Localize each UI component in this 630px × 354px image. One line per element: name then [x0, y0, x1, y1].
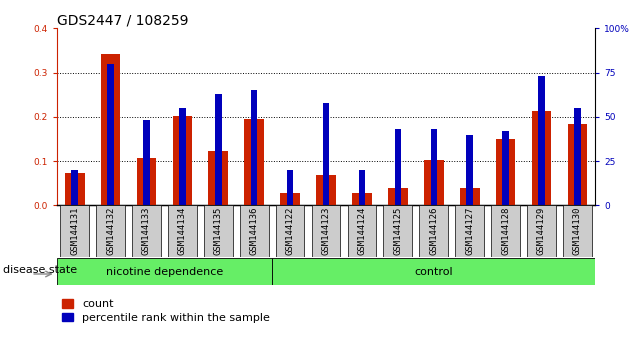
Bar	[209, 152, 228, 205]
Text: GSM144132: GSM144132	[106, 207, 115, 255]
Text: GSM144123: GSM144123	[321, 207, 331, 255]
Bar	[287, 170, 294, 205]
Bar	[430, 129, 437, 205]
Bar	[244, 119, 264, 205]
Legend: count, percentile rank within the sample: count, percentile rank within the sample	[62, 299, 270, 323]
Bar	[137, 158, 156, 205]
Text: GSM144131: GSM144131	[70, 207, 79, 255]
Text: GSM144136: GSM144136	[249, 207, 259, 255]
Bar	[215, 94, 222, 205]
Text: GSM144135: GSM144135	[214, 207, 223, 255]
FancyBboxPatch shape	[455, 205, 484, 257]
FancyBboxPatch shape	[204, 205, 232, 257]
Bar	[179, 108, 186, 205]
Bar	[394, 129, 401, 205]
FancyBboxPatch shape	[563, 205, 592, 257]
Bar	[538, 76, 545, 205]
Text: GDS2447 / 108259: GDS2447 / 108259	[57, 13, 188, 27]
FancyBboxPatch shape	[96, 205, 125, 257]
Bar	[101, 53, 120, 205]
FancyBboxPatch shape	[420, 205, 448, 257]
Bar	[71, 170, 78, 205]
Bar	[352, 193, 372, 205]
Bar	[388, 188, 408, 205]
Bar	[574, 108, 581, 205]
Bar	[251, 90, 258, 205]
Text: GSM144129: GSM144129	[537, 207, 546, 255]
Bar	[496, 139, 515, 205]
FancyBboxPatch shape	[384, 205, 412, 257]
FancyBboxPatch shape	[491, 205, 520, 257]
Bar	[173, 116, 192, 205]
FancyBboxPatch shape	[276, 205, 304, 257]
Bar	[460, 188, 479, 205]
Text: GSM144122: GSM144122	[285, 207, 295, 255]
Text: control: control	[415, 267, 453, 277]
Bar	[316, 175, 336, 205]
Bar	[424, 160, 444, 205]
Bar	[280, 193, 300, 205]
FancyBboxPatch shape	[272, 258, 595, 285]
Text: GSM144134: GSM144134	[178, 207, 187, 255]
Text: GSM144125: GSM144125	[393, 207, 403, 255]
FancyBboxPatch shape	[60, 205, 89, 257]
Bar	[502, 131, 509, 205]
Text: GSM144128: GSM144128	[501, 207, 510, 255]
Bar	[107, 64, 114, 205]
Text: GSM144126: GSM144126	[429, 207, 438, 255]
Bar	[568, 124, 587, 205]
FancyBboxPatch shape	[240, 205, 268, 257]
Text: nicotine dependence: nicotine dependence	[106, 267, 223, 277]
Bar	[358, 170, 365, 205]
Text: GSM144127: GSM144127	[465, 207, 474, 255]
Text: disease state: disease state	[3, 265, 77, 275]
Bar	[65, 173, 84, 205]
Text: GSM144133: GSM144133	[142, 207, 151, 255]
FancyBboxPatch shape	[348, 205, 376, 257]
FancyBboxPatch shape	[57, 258, 272, 285]
Text: GSM144124: GSM144124	[357, 207, 367, 255]
Bar	[532, 111, 551, 205]
FancyBboxPatch shape	[527, 205, 556, 257]
Bar	[323, 103, 329, 205]
Bar	[466, 135, 473, 205]
FancyBboxPatch shape	[168, 205, 197, 257]
FancyBboxPatch shape	[312, 205, 340, 257]
Text: GSM144130: GSM144130	[573, 207, 582, 255]
Bar	[143, 120, 150, 205]
FancyBboxPatch shape	[132, 205, 161, 257]
